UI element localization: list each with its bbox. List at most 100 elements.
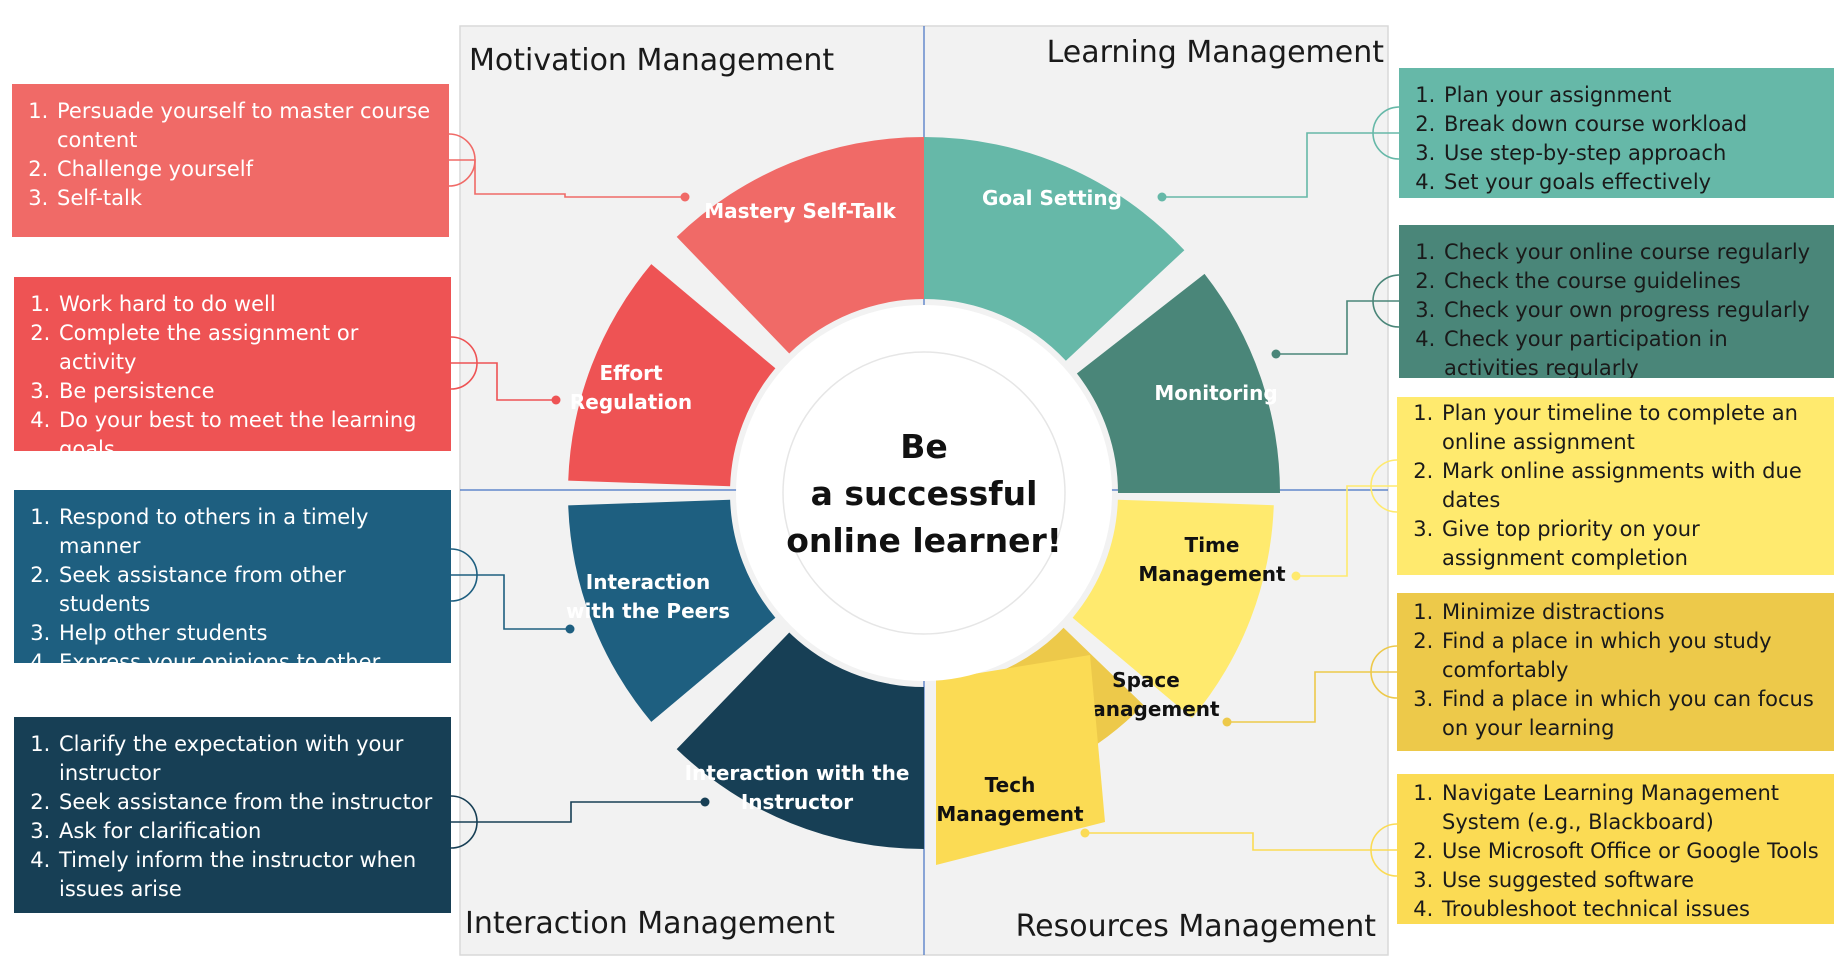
mastery-tips-box: Persuade yourself to master course conte… bbox=[12, 84, 449, 237]
connectors bbox=[448, 106, 1400, 877]
resources-title: Resources Management bbox=[1016, 909, 1377, 944]
segment-goal-shape bbox=[924, 137, 1185, 361]
goal-tip-item: Use step-by-step approach bbox=[1442, 139, 1824, 168]
segment-time-label: Time bbox=[1185, 533, 1240, 557]
goal-tips-box: Plan your assignmentBreak down course wo… bbox=[1399, 68, 1834, 198]
segment-space-label: Management bbox=[1072, 697, 1220, 721]
segment-time-label: Management bbox=[1138, 562, 1286, 586]
effort-tip-item: Be persistence bbox=[57, 377, 441, 406]
connector-mastery-dot bbox=[680, 192, 690, 202]
segment-tech-label: Management bbox=[936, 802, 1084, 826]
tech-tips-box: Navigate Learning Management System (e.g… bbox=[1397, 774, 1834, 924]
monitoring-tips-list: Check your online course regularlyCheck … bbox=[1411, 238, 1824, 378]
segment-peers-label: Interaction bbox=[586, 570, 710, 594]
monitoring-tip-item: Check your participation in activities r… bbox=[1442, 325, 1824, 378]
time-tips-box: Plan your timeline to complete an online… bbox=[1397, 397, 1834, 575]
center-inner-ring bbox=[782, 351, 1066, 635]
instructor-tip-item: Ask for clarification bbox=[57, 817, 441, 846]
peers-tip-item: Help other students bbox=[57, 619, 441, 648]
instructor-tip-item: Clarify the expectation with your instru… bbox=[57, 730, 441, 788]
segment-instructor-label: Interaction with the bbox=[685, 761, 910, 785]
instructor-tip-item: Seek assistance from the instructor bbox=[57, 788, 441, 817]
goal-tip-item: Break down course workload bbox=[1442, 110, 1824, 139]
peers-tips-box: Respond to others in a timely mannerSeek… bbox=[14, 490, 451, 663]
tech-tip-item: Navigate Learning Management System (e.g… bbox=[1440, 779, 1824, 837]
segment-peers: Interaction with the Peers bbox=[566, 499, 776, 722]
connector-time-bracket bbox=[1370, 459, 1398, 513]
tech-tips-list: Navigate Learning Management System (e.g… bbox=[1409, 779, 1824, 924]
segment-peers-label: with the Peers bbox=[566, 599, 730, 623]
learning-title: Learning Management bbox=[1047, 35, 1385, 70]
segment-tech: Tech Management bbox=[936, 655, 1105, 865]
effort-tips-list: Work hard to do wellComplete the assignm… bbox=[26, 290, 441, 451]
segment-effort: Effort Regulation bbox=[568, 264, 776, 487]
effort-tip-item: Complete the assignment or activity bbox=[57, 319, 441, 377]
connector-instructor-dot bbox=[700, 797, 710, 807]
connector-space bbox=[1227, 671, 1397, 723]
peers-tip-item: Seek assistance from other students bbox=[57, 561, 441, 619]
peers-tips-list: Respond to others in a timely mannerSeek… bbox=[26, 503, 441, 663]
connector-peers-dot bbox=[565, 624, 575, 634]
monitoring-tip-item: Check your online course regularly bbox=[1442, 238, 1824, 267]
tech-tip-item: Use Microsoft Office or Google Tools bbox=[1440, 837, 1824, 866]
connector-effort bbox=[451, 362, 556, 401]
segment-mastery-shape bbox=[676, 137, 924, 354]
connector-monitoring-dot bbox=[1271, 349, 1281, 359]
segment-monitoring-label: Monitoring bbox=[1154, 381, 1277, 405]
connector-tech bbox=[1085, 832, 1397, 851]
instructor-tips-box: Clarify the expectation with your instru… bbox=[14, 717, 451, 913]
center-line-1: Be bbox=[900, 427, 948, 466]
space-tips-list: Minimize distractionsFind a place in whi… bbox=[1409, 598, 1824, 743]
space-tips-box: Minimize distractionsFind a place in whi… bbox=[1397, 593, 1834, 751]
time-tip-item: Mark online assignments with due dates bbox=[1440, 457, 1824, 515]
peers-tip-item: Respond to others in a timely manner bbox=[57, 503, 441, 561]
segment-instructor: Interaction with the Instructor bbox=[676, 632, 924, 849]
connector-tech-dot bbox=[1080, 828, 1090, 838]
interaction-title: Interaction Management bbox=[465, 906, 835, 941]
time-tip-item: Allot enough time for online learning bbox=[1440, 573, 1824, 575]
connector-instructor bbox=[451, 801, 705, 823]
segment-monitoring-shape bbox=[1076, 273, 1280, 493]
goal-tip-item: Plan your assignment bbox=[1442, 81, 1824, 110]
segment-peers-shape bbox=[568, 499, 776, 722]
goal-tip-item: Set your goals effectively bbox=[1442, 168, 1824, 197]
connector-tech-bracket bbox=[1370, 823, 1398, 877]
segment-effort-shape bbox=[568, 264, 776, 487]
connector-effort-dot bbox=[551, 395, 561, 405]
motivation-title: Motivation Management bbox=[469, 43, 834, 78]
tech-tip-item: Troubleshoot technical issues bbox=[1440, 895, 1824, 924]
connector-goal bbox=[1162, 132, 1399, 198]
connector-peers-bracket bbox=[450, 548, 478, 602]
monitoring-tip-item: Check your own progress regularly bbox=[1442, 296, 1824, 325]
segment-time: Time Management bbox=[1072, 499, 1286, 718]
connector-time-dot bbox=[1291, 571, 1301, 581]
wheel-segments: Mastery Self-Talk Effort Regulation Goal Se… bbox=[566, 137, 1286, 865]
mastery-tips-list: Persuade yourself to master course conte… bbox=[24, 97, 439, 213]
mastery-tip-item: Challenge yourself bbox=[55, 155, 439, 184]
time-tip-item: Give top priority on your assignment com… bbox=[1440, 515, 1824, 573]
segment-instructor-label: Instructor bbox=[741, 790, 853, 814]
effort-tip-item: Do your best to meet the learning goals bbox=[57, 406, 441, 451]
mastery-tip-item: Self-talk bbox=[55, 184, 439, 213]
segment-goal: Goal Setting bbox=[924, 137, 1185, 361]
space-tip-item: Minimize distractions bbox=[1440, 598, 1824, 627]
space-tip-item: Find a place in which you can focus on y… bbox=[1440, 685, 1824, 743]
connector-effort-bracket bbox=[450, 336, 478, 390]
segment-mastery-label: Mastery Self-Talk bbox=[704, 199, 896, 223]
time-tip-item: Plan your timeline to complete an online… bbox=[1440, 399, 1824, 457]
connector-instructor-bracket bbox=[450, 795, 478, 849]
monitoring-tip-item: Check the course guidelines bbox=[1442, 267, 1824, 296]
center-line-2: a successful bbox=[811, 474, 1038, 513]
segment-goal-label: Goal Setting bbox=[982, 186, 1122, 210]
segment-instructor-shape bbox=[676, 632, 924, 849]
connector-mastery-bracket bbox=[448, 133, 476, 187]
segment-time-shape bbox=[1072, 499, 1274, 718]
segment-monitoring: Monitoring bbox=[1076, 273, 1280, 493]
segment-effort-label: Effort bbox=[599, 361, 662, 385]
segment-tech-shape bbox=[936, 655, 1105, 865]
segment-mastery: Mastery Self-Talk bbox=[676, 137, 924, 354]
connector-goal-bracket bbox=[1372, 106, 1400, 160]
space-tip-item: Find a place in which you study comforta… bbox=[1440, 627, 1824, 685]
effort-tips-box: Work hard to do wellComplete the assignm… bbox=[14, 277, 451, 451]
